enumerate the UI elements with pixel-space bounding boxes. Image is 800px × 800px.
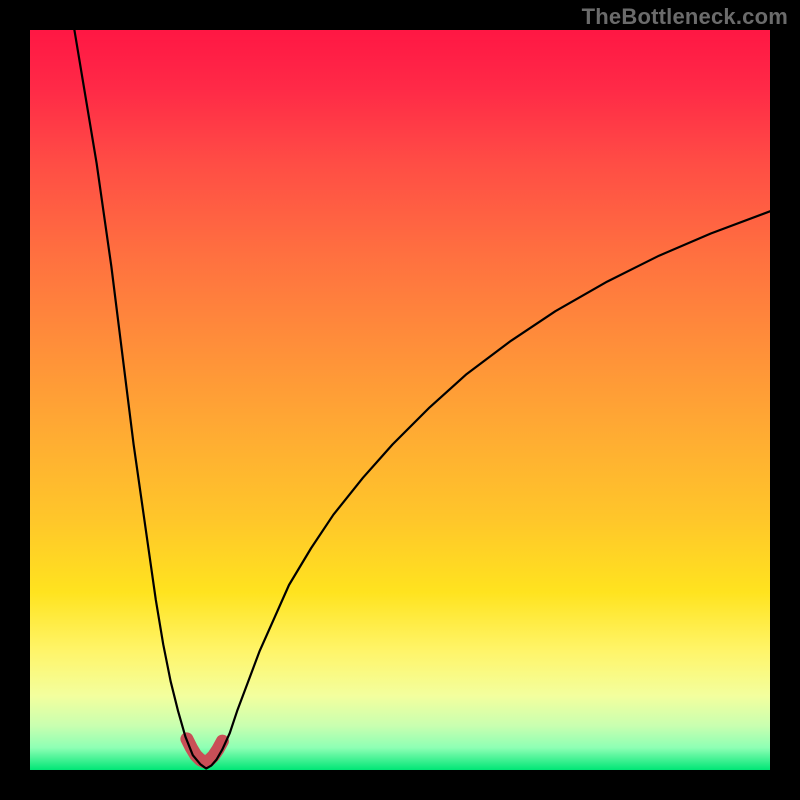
plot-svg [30, 30, 770, 770]
chart-container: TheBottleneck.com [0, 0, 800, 800]
watermark-text: TheBottleneck.com [582, 4, 788, 30]
plot-background [30, 30, 770, 770]
